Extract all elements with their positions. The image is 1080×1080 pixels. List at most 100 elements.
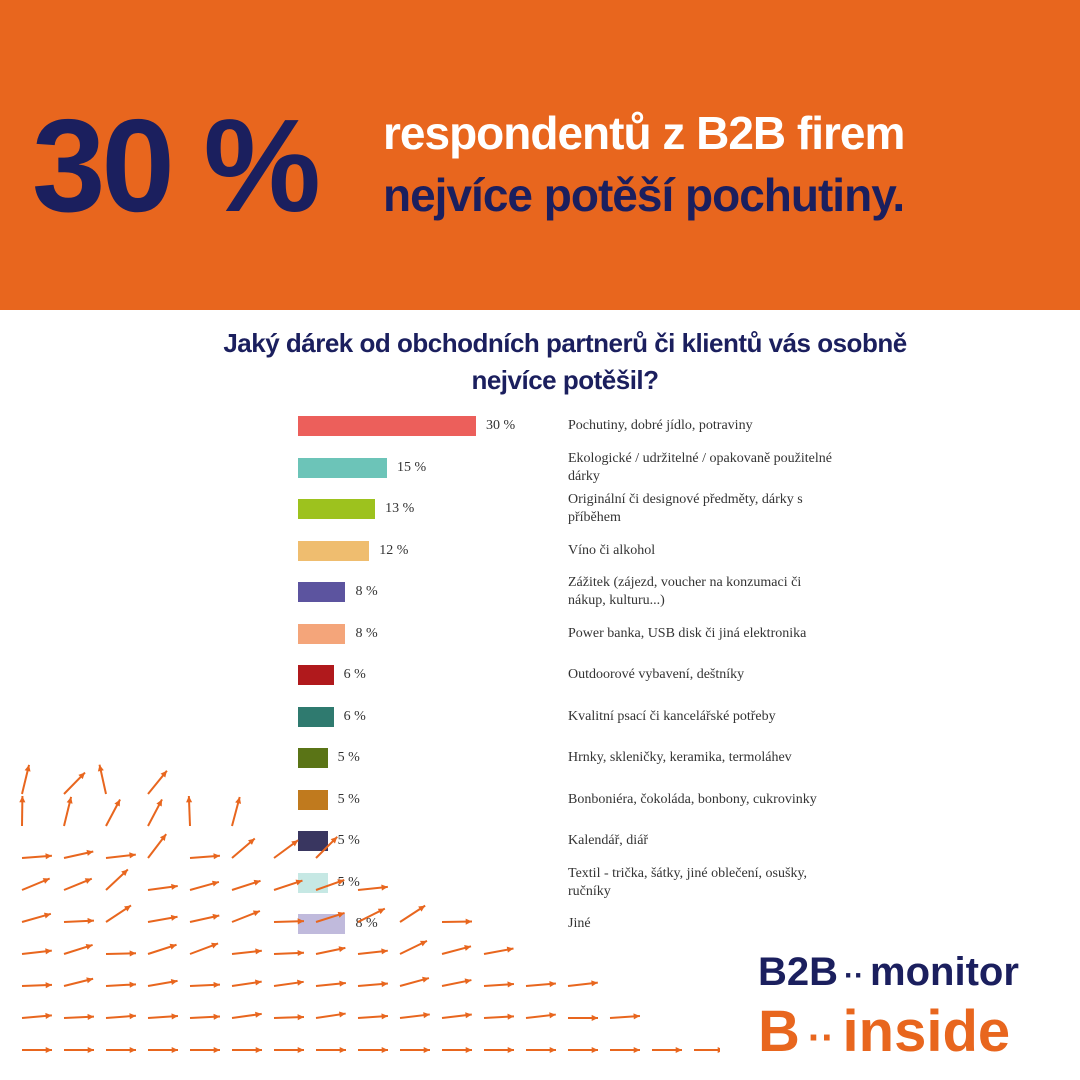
value-label: 5 % [337,791,360,807]
bar [298,706,334,727]
bar [298,540,370,561]
arrow [316,1046,346,1054]
arrow [315,1011,346,1019]
bar [298,914,346,934]
arrow [357,1013,388,1020]
arrow [483,946,514,955]
arrow [64,1046,94,1054]
arrow [63,796,73,827]
arrow [22,1046,52,1054]
arrow [567,1014,599,1022]
logo-text: inside [842,999,1011,1064]
headline: respondentů z B2B firem [383,107,905,159]
arrow [357,907,386,923]
category-label: Originální či designové předměty, dárky … [568,492,803,525]
category-label: Kvalitní psací či kancelářské potřeby [568,708,776,724]
bar [298,748,328,768]
logo: B2B ·· monitor [758,950,1019,995]
arrow [525,1012,556,1019]
logo-text: B [758,999,800,1064]
arrow [315,911,345,923]
arrow [652,1046,682,1054]
arrow [525,981,556,988]
arrow [63,771,86,795]
category-label: Jiné [568,916,591,931]
arrow [147,799,163,827]
arrow [567,980,598,987]
arrow [147,914,178,923]
bar [298,623,346,644]
arrow [357,948,388,955]
arrow [147,883,178,891]
arrow [357,884,388,891]
arrow [273,879,303,891]
arrow [483,981,514,988]
arrow [315,836,338,859]
arrow [441,978,472,987]
arrow [441,918,473,925]
arrow [273,1014,305,1021]
arrow [148,1046,178,1054]
big-number: 30 % [32,92,321,239]
logo-text: B2B [758,950,839,994]
bar [298,582,346,602]
arrow [315,879,345,891]
arrow [231,796,242,827]
arrow [105,852,136,859]
value-label: 30 % [486,418,516,433]
arrow [231,1011,262,1019]
headline: nejvíce potěší pochutiny. [383,169,905,221]
category-label: Outdoorové vybavení, deštníky [568,667,745,682]
arrow [189,1013,221,1020]
arrow [274,1046,304,1054]
arrow [105,950,137,957]
arrow [21,982,53,989]
category-label: Ekologické / udržitelné / opakovaně použ… [568,450,832,484]
arrow [232,1046,262,1054]
arrow [441,1012,472,1019]
logo-dots: ·· [844,959,865,992]
arrow [21,764,31,795]
category-label: Zážitek (zájezd, voucher na konzumaci či… [568,575,802,608]
arrow [189,853,220,860]
arrow [63,877,93,891]
arrow [105,868,129,891]
arrow [63,849,94,859]
arrow [63,917,95,924]
arrow [231,837,256,859]
arrow [189,880,220,891]
category-label: Bonboniéra, čokoláda, bonbony, cukrovink… [568,791,817,807]
category-label: Kalendář, diář [568,833,649,848]
arrow [21,853,52,860]
arrow [399,1012,430,1019]
arrow [147,833,167,859]
value-label: 6 % [343,708,366,724]
decoration [19,764,720,1054]
arrow [231,979,262,987]
value-label: 5 % [337,750,360,765]
bar [298,457,387,478]
value-label: 5 % [337,874,360,890]
bar [298,665,334,685]
arrow [358,1046,388,1054]
arrow [63,943,93,955]
arrow [21,1012,52,1019]
arrow [189,913,220,923]
arrow [273,918,305,925]
category-label: Textil - trička, šátky, jiné oblečení, o… [568,865,808,899]
bar [298,831,328,851]
arrow [190,1046,220,1054]
bar [298,416,476,436]
category-label: Power banka, USB disk či jiná elektronik… [568,625,807,641]
header: 30 % respondentů z B2B firem nejvíce pot… [0,0,1080,310]
arrow [147,770,168,795]
arrow [441,944,472,955]
arrow [442,1046,472,1054]
arrow [231,879,261,891]
value-label: 8 % [355,625,378,641]
arrow [694,1046,720,1054]
arrow [105,904,132,923]
arrow [105,799,121,827]
arrow [399,904,426,923]
